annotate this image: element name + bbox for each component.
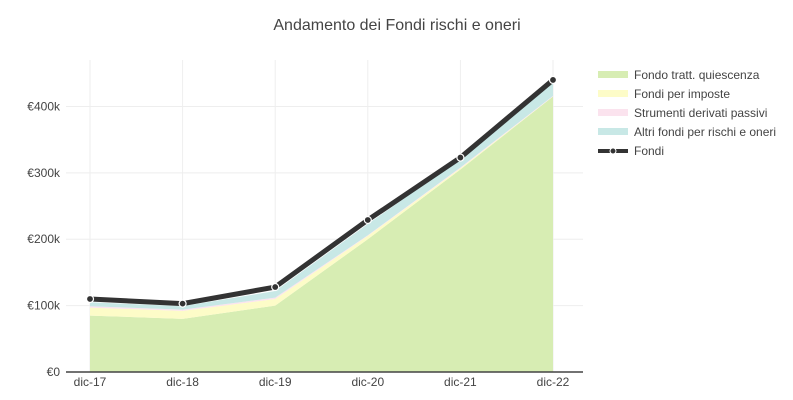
y-tick-label: €400k [27,99,61,113]
legend-swatch [598,109,628,116]
fondi-point[interactable] [271,282,280,292]
legend-label[interactable]: Fondi per imposte [634,87,730,101]
legend-swatch [598,90,628,97]
legend-swatch [598,128,628,135]
area-series [90,83,553,310]
legend-line-marker [609,147,617,155]
x-tick-label: dic-22 [537,375,570,389]
fondi-point[interactable] [548,75,558,85]
x-tick-label: dic-17 [74,375,107,389]
x-tick-label: dic-20 [351,375,384,389]
fondi-point[interactable] [178,299,187,308]
chart-title: Andamento dei Fondi rischi e oneri [273,17,520,34]
legend-swatch [598,71,628,78]
axes: €0 €100k €200k €300k €400k dic-17 dic-18 dic-19… [27,99,583,389]
legend-label[interactable]: Fondo tratt. quiescenza [634,68,760,82]
x-tick-label: dic-18 [166,375,199,389]
legend-label[interactable]: Altri fondi per rischi e oneri [634,125,776,139]
legend-label[interactable]: Strumenti derivati passivi [634,106,767,120]
y-tick-label: €100k [27,299,61,313]
legend: Fondo tratt. quiescenza Fondi per imposte… [598,68,776,158]
fondi-point[interactable] [363,215,372,225]
y-tick-label: €300k [27,166,61,180]
y-tick-label: €0 [47,365,61,379]
y-tick-label: €200k [27,232,61,246]
fondi-point[interactable] [456,153,465,162]
fondi-point[interactable] [85,294,95,304]
x-tick-label: dic-19 [259,375,292,389]
stacked-areas [90,83,553,373]
fondi-line [89,77,555,307]
legend-label[interactable]: Fondi [634,144,664,158]
area-series [90,96,553,373]
x-tick-label: dic-21 [444,375,477,389]
total-line [85,75,558,308]
